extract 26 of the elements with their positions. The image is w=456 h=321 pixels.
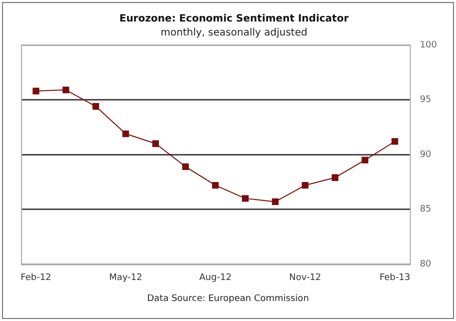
x-tick-label: Feb-13 — [380, 272, 410, 283]
point — [272, 198, 279, 206]
source-note: Data Source: European Commission — [146, 294, 310, 304]
y-tick-label: 100 — [420, 40, 438, 50]
point — [92, 103, 100, 110]
point — [362, 156, 368, 164]
x-tick-label: Feb-12 — [20, 272, 52, 283]
x-tick-label: Nov-12 — [289, 272, 322, 283]
chart-title: Eurozone: Economic Sentiment Indicator — [119, 14, 349, 25]
y-tick-label: 80 — [420, 260, 432, 270]
point — [392, 138, 398, 145]
point — [62, 86, 70, 94]
y-tick-label: 95 — [420, 95, 432, 106]
point — [182, 163, 189, 170]
y-tick-label: 90 — [420, 150, 432, 160]
x-tick-label: May-12 — [109, 272, 142, 283]
point — [152, 140, 159, 147]
y-tick-label: 85 — [420, 204, 432, 215]
point — [332, 174, 338, 181]
point — [122, 130, 130, 138]
point — [32, 88, 40, 94]
point — [302, 182, 308, 189]
point — [212, 182, 219, 189]
chart-subtitle: monthly, seasonally adjusted — [160, 28, 308, 39]
x-tick-label: Aug-12 — [199, 272, 232, 283]
point — [242, 195, 249, 202]
